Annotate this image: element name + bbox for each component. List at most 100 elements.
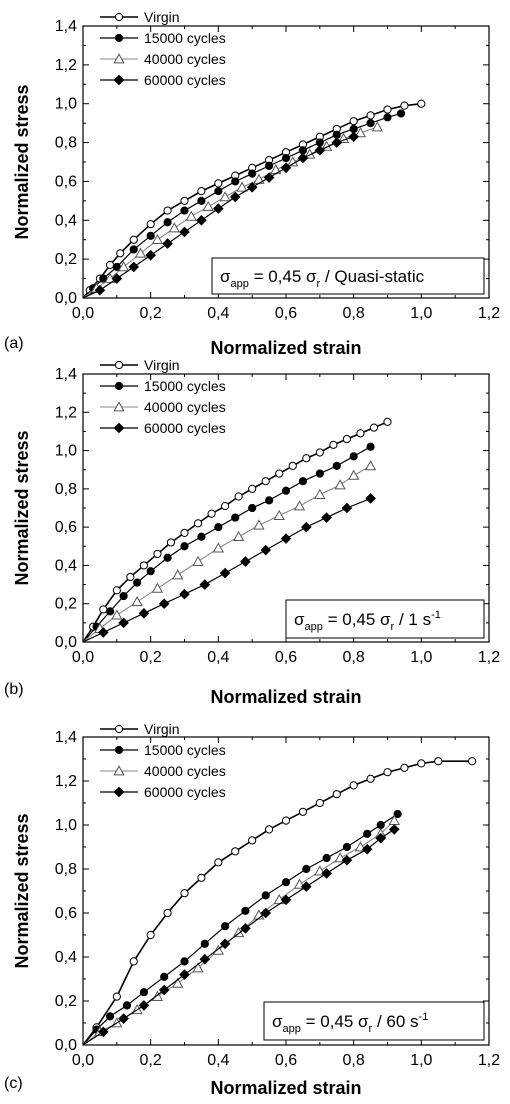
x-tick-label: 0,0 [72, 649, 94, 666]
data-point [199, 579, 211, 590]
data-point [281, 486, 291, 495]
legend-marker [114, 33, 124, 43]
data-point [153, 549, 162, 559]
x-tick-label: 0,8 [343, 1052, 365, 1069]
y-tick-label: 0,4 [55, 212, 77, 229]
chart-panel-c: 0,0 0,2 0,4 0,6 0,8 1,0 1,2 0,0 0,2 0,4 0,6 0,8 1,0 1… [4, 721, 500, 1098]
panel-label: (b) [4, 681, 24, 698]
data-point [275, 469, 284, 478]
data-point [314, 488, 326, 499]
data-point [158, 984, 170, 996]
y-tick-label: 0,8 [55, 481, 77, 498]
data-point [337, 132, 350, 144]
x-tick-label: 0,0 [72, 1052, 94, 1069]
data-point [248, 503, 257, 513]
data-point [219, 191, 231, 202]
data-point [253, 519, 265, 530]
data-point [172, 977, 184, 988]
panel-label: (c) [4, 1075, 23, 1092]
data-point [341, 502, 353, 514]
data-point [293, 500, 306, 511]
legend-label: 60000 cycles [144, 420, 226, 436]
data-point [280, 894, 292, 906]
data-point [417, 99, 426, 108]
data-point [369, 423, 379, 432]
data-point [219, 938, 231, 950]
data-point [288, 461, 297, 470]
data-point [388, 824, 400, 835]
legend-label: 15000 cycles [144, 742, 226, 758]
x-tick-label: 1,0 [410, 1052, 432, 1069]
y-tick-label: 1,4 [55, 729, 77, 746]
data-point [287, 156, 299, 167]
data-point [260, 544, 272, 556]
data-point [202, 200, 214, 212]
legend-label: 60000 cycles [144, 784, 226, 800]
data-point [434, 757, 443, 766]
data-point [248, 484, 257, 493]
x-tick-label: 0,6 [275, 649, 297, 666]
data-point [163, 206, 172, 215]
x-tick-label: 0,4 [207, 1052, 229, 1069]
data-point [151, 990, 164, 1001]
data-point [146, 231, 155, 240]
data-point [366, 111, 375, 120]
data-point [298, 807, 308, 816]
data-point [263, 172, 275, 183]
annotation-r: r [391, 621, 395, 633]
data-point [281, 878, 291, 887]
y-tick-label: 0,8 [55, 861, 77, 878]
data-point [112, 586, 121, 595]
data-point [180, 206, 189, 215]
legend-marker [113, 765, 125, 776]
x-tick-label: 1,2 [478, 649, 500, 666]
data-point [131, 595, 143, 607]
y-tick-label: 1,4 [55, 18, 77, 35]
data-point [302, 864, 311, 874]
data-point [264, 161, 274, 170]
annotation-text: σapp = 0,45 σr / Quasi-static [220, 267, 425, 290]
data-point [94, 284, 106, 296]
data-point [364, 460, 377, 471]
data-point [354, 127, 367, 138]
y-axis-title: Normalized stress [12, 430, 32, 585]
annotation-eq: = 0,45 σ [323, 610, 391, 629]
data-point [180, 542, 189, 551]
data-point [321, 512, 332, 523]
data-point [166, 538, 176, 547]
legend-label: Virgin [144, 721, 180, 737]
annotation-r: r [317, 278, 321, 290]
data-point [300, 881, 312, 892]
legend-marker [114, 381, 124, 391]
data-point [129, 245, 138, 254]
data-point [105, 1012, 115, 1021]
x-tick-label: 0,6 [275, 305, 297, 322]
data-point [196, 214, 207, 226]
data-point [241, 906, 250, 915]
data-point [273, 509, 285, 520]
legend-label: Virgin [144, 9, 180, 25]
data-point [214, 187, 223, 196]
annotation-main: σ [272, 1012, 283, 1031]
x-tick-label: 0,6 [275, 1052, 297, 1069]
data-point [212, 542, 224, 553]
data-point [97, 627, 109, 638]
data-point [229, 191, 241, 203]
data-point [314, 145, 326, 156]
data-point [168, 222, 180, 233]
data-point [193, 519, 203, 528]
data-point [160, 972, 169, 981]
data-point [180, 957, 189, 966]
legend-label: 15000 cycles [144, 378, 226, 394]
data-point [361, 843, 373, 855]
data-point [146, 930, 155, 940]
data-point [146, 220, 155, 229]
data-point [128, 261, 140, 273]
data-point [240, 556, 251, 567]
annotation-sup: -1 [431, 609, 441, 621]
data-point [179, 226, 190, 238]
x-tick-label: 0,2 [140, 1052, 162, 1069]
legend-marker [113, 401, 125, 412]
